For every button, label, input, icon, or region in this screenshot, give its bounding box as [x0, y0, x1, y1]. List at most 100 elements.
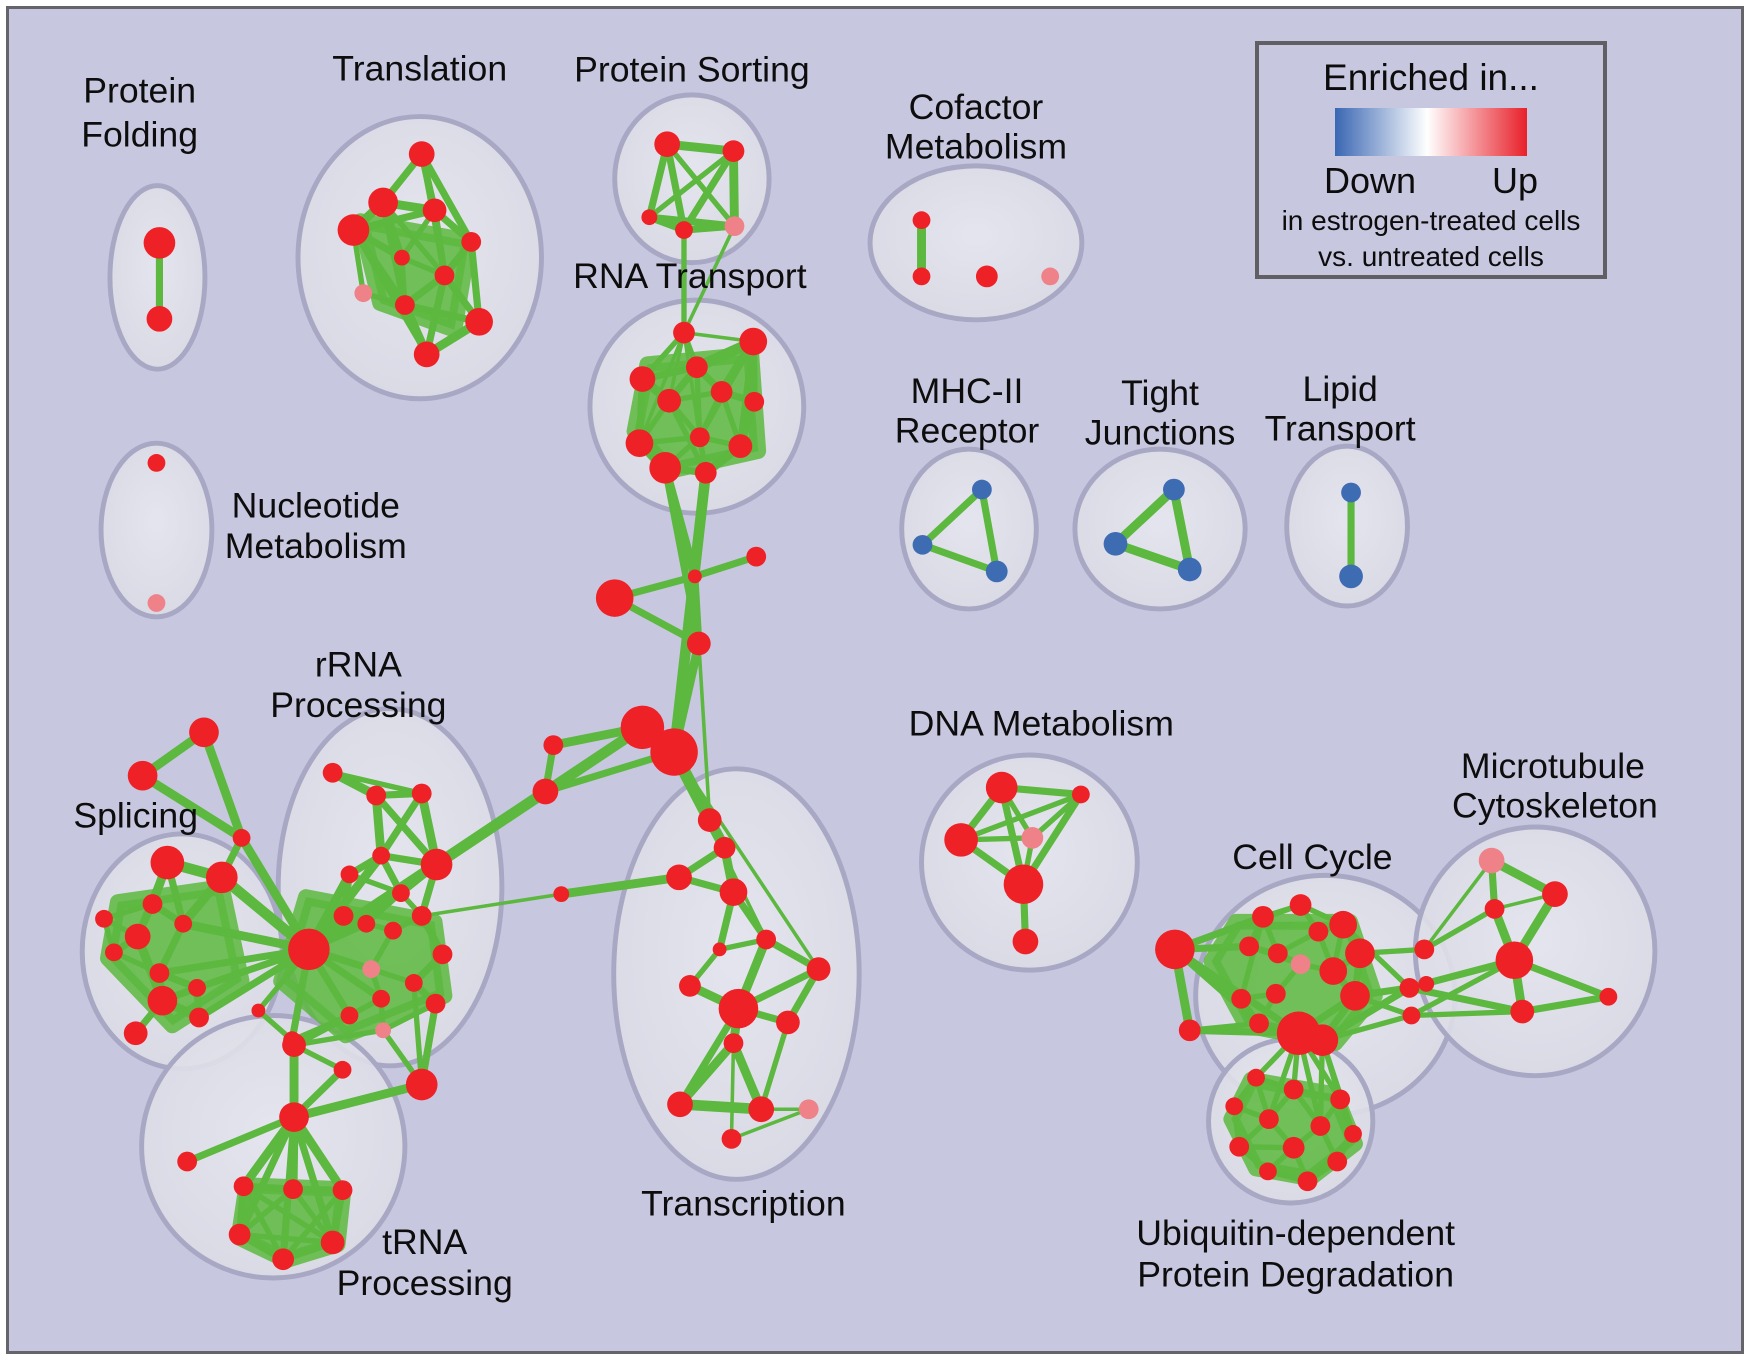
- gene-set-node: [719, 878, 748, 906]
- gene-set-node: [1402, 1006, 1421, 1025]
- edge: [682, 224, 737, 335]
- gene-set-node: [392, 884, 410, 903]
- gene-set-node: [1495, 941, 1534, 979]
- gene-set-node: [1178, 1019, 1201, 1042]
- edge: [694, 364, 703, 440]
- gene-set-node: [1155, 929, 1195, 970]
- cluster-ellipse-mhc-ii-receptor: [899, 446, 1039, 612]
- gene-set-node: [666, 864, 692, 891]
- gene-set-node: [1283, 1079, 1304, 1100]
- gene-set-node: [1103, 531, 1128, 556]
- edge: [675, 1038, 738, 1109]
- gene-set-node: [1177, 557, 1202, 582]
- edge: [236, 1186, 296, 1238]
- cluster-label-dna-metabolism: DNA Metabolism: [909, 704, 1174, 744]
- cluster-label-tight-junctions-line2: Junctions: [1085, 413, 1235, 453]
- edge: [155, 945, 313, 977]
- cluster-label-ubiquitin-degradation-line2: Protein Degradation: [1137, 1254, 1454, 1294]
- gene-set-node: [422, 198, 447, 223]
- gene-set-node: [1297, 1171, 1318, 1192]
- gene-set-node: [337, 214, 370, 246]
- gene-set-node: [366, 785, 387, 806]
- gene-set-node: [985, 771, 1018, 804]
- gene-set-node: [595, 579, 634, 617]
- cluster-label-rrna-processing-line2: Processing: [270, 685, 446, 725]
- gene-set-node: [673, 321, 695, 344]
- gene-set-node: [123, 1021, 148, 1046]
- gene-set-node: [333, 905, 354, 926]
- gene-set-node: [1021, 827, 1044, 849]
- gene-set-node: [1319, 957, 1348, 985]
- cluster-ellipse-nucleotide-metabolism: [98, 440, 215, 620]
- gene-set-node: [461, 232, 482, 252]
- cluster-label-protein-sorting: Protein Sorting: [574, 50, 810, 90]
- gene-set-node: [697, 808, 722, 832]
- gene-set-node: [675, 221, 693, 239]
- legend-down-label: Down: [1324, 159, 1417, 201]
- legend-up-label: Up: [1491, 159, 1538, 201]
- gene-set-node: [394, 295, 415, 315]
- gene-set-node: [251, 1003, 266, 1018]
- edge: [729, 146, 739, 231]
- edge: [291, 1027, 386, 1048]
- gene-set-node: [1399, 978, 1420, 998]
- edge: [1169, 485, 1195, 574]
- legend-title: Enriched in...: [1323, 57, 1539, 98]
- gene-set-node: [746, 546, 767, 567]
- edge: [236, 1113, 298, 1239]
- gene-set-node: [232, 829, 251, 847]
- edge: [291, 996, 384, 1048]
- legend-endpoint-labels: Down Up: [1324, 160, 1538, 202]
- gene-set-node: [776, 1010, 800, 1035]
- gene-set-node: [404, 974, 423, 992]
- gene-set-node: [1327, 1151, 1348, 1172]
- gene-set-node: [620, 705, 665, 750]
- gene-set-node: [1290, 954, 1311, 975]
- edge: [637, 330, 686, 445]
- gene-set-node: [650, 728, 698, 776]
- gene-set-node: [1259, 1109, 1279, 1129]
- gene-set-node: [1247, 1068, 1265, 1087]
- gene-set-node: [912, 211, 931, 230]
- gene-set-node: [1239, 936, 1260, 957]
- gene-set-node: [177, 1151, 198, 1172]
- legend-gradient-bar: [1335, 108, 1527, 156]
- gene-set-node: [127, 760, 158, 791]
- gene-set-node: [1339, 564, 1363, 589]
- gene-set-node: [189, 717, 219, 748]
- gene-set-node: [95, 909, 113, 928]
- cluster-label-cell-cycle: Cell Cycle: [1232, 837, 1392, 877]
- gene-set-node: [1163, 478, 1185, 501]
- edge: [289, 1080, 427, 1122]
- cluster-label-cofactor-metabolism-line1: Cofactor: [909, 87, 1044, 127]
- cluster-label-protein-folding-line1: Protein: [83, 70, 196, 110]
- gene-set-node: [405, 1068, 438, 1101]
- gene-set-node: [432, 944, 453, 965]
- edge: [411, 980, 425, 1088]
- edge: [556, 872, 684, 899]
- edge: [138, 771, 247, 843]
- gene-set-node: [718, 988, 759, 1029]
- gene-set-node: [188, 978, 206, 997]
- cluster-ellipse-microtubule-cytoskeleton: [1412, 824, 1658, 1079]
- edge: [178, 919, 314, 954]
- gene-set-node: [985, 560, 1008, 583]
- gene-set-node: [322, 762, 343, 783]
- gene-set-node: [657, 388, 682, 413]
- edge: [236, 1231, 336, 1246]
- cluster-label-trna-processing-line2: Processing: [337, 1263, 513, 1303]
- edge: [674, 1098, 767, 1115]
- gene-set-node: [384, 921, 402, 940]
- edge: [290, 1113, 337, 1247]
- edge: [237, 833, 314, 954]
- gene-set-node: [685, 356, 708, 379]
- cluster-label-mhc-ii-receptor-line2: Receptor: [895, 411, 1040, 451]
- edge: [1422, 858, 1494, 952]
- gene-set-node: [147, 985, 178, 1016]
- gene-set-node: [408, 141, 435, 167]
- gene-set-node: [1484, 899, 1505, 919]
- gene-set-node: [625, 429, 654, 457]
- gene-set-node: [1478, 847, 1505, 874]
- gene-set-node: [1003, 864, 1044, 904]
- edge: [978, 486, 1001, 576]
